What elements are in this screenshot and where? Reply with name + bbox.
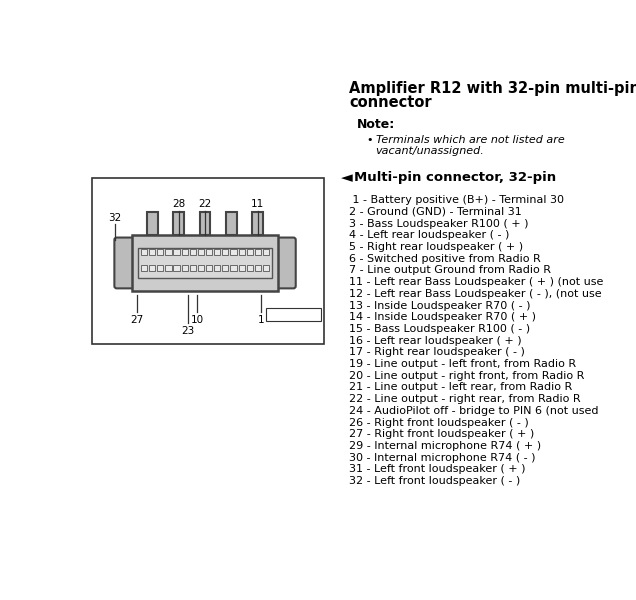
Bar [252, 212, 263, 235]
Bar [247, 249, 253, 255]
Bar [149, 249, 155, 255]
Text: 30 - Internal microphone R74 ( - ): 30 - Internal microphone R74 ( - ) [349, 452, 536, 463]
Bar [206, 249, 212, 255]
Bar [255, 249, 261, 255]
Bar [200, 212, 211, 235]
Text: 1 - Battery positive (B+) - Terminal 30: 1 - Battery positive (B+) - Terminal 30 [349, 195, 564, 205]
Text: 20 - Line output - right front, from Radio R: 20 - Line output - right front, from Rad… [349, 371, 584, 381]
Bar [263, 249, 269, 255]
Text: 2 - Ground (GND) - Terminal 31: 2 - Ground (GND) - Terminal 31 [349, 207, 522, 217]
Bar [214, 249, 220, 255]
Bar [223, 265, 228, 271]
Text: A91-0946: A91-0946 [270, 310, 317, 320]
Text: 32: 32 [109, 213, 121, 223]
Text: 14 - Inside Loudspeaker R70 ( + ): 14 - Inside Loudspeaker R70 ( + ) [349, 312, 536, 322]
Text: 21 - Line output - left rear, from Radio R: 21 - Line output - left rear, from Radio… [349, 382, 572, 392]
Bar [139, 248, 272, 278]
Text: 5 - Right rear loudspeaker ( + ): 5 - Right rear loudspeaker ( + ) [349, 242, 523, 252]
Bar [165, 265, 172, 271]
Text: 10: 10 [191, 316, 204, 325]
Bar [198, 265, 204, 271]
Bar [247, 265, 253, 271]
Bar [149, 265, 155, 271]
Bar [265, 308, 321, 322]
Text: 12 - Left rear Bass Loudspeaker ( - ), (not use: 12 - Left rear Bass Loudspeaker ( - ), (… [349, 289, 602, 299]
Text: 24 - AudioPilot off - bridge to PIN 6 (not used: 24 - AudioPilot off - bridge to PIN 6 (n… [349, 406, 598, 416]
Bar [182, 249, 188, 255]
Text: 7 - Line output Ground from Radio R: 7 - Line output Ground from Radio R [349, 265, 551, 275]
Text: ◄: ◄ [341, 170, 352, 185]
Text: 31 - Left front loudspeaker ( + ): 31 - Left front loudspeaker ( + ) [349, 464, 526, 475]
Text: 17 - Right rear loudspeaker ( - ): 17 - Right rear loudspeaker ( - ) [349, 347, 525, 358]
Bar [223, 249, 228, 255]
Bar [230, 265, 237, 271]
Text: vacant/unassigned.: vacant/unassigned. [375, 146, 484, 156]
Bar [147, 212, 158, 235]
Bar [238, 249, 245, 255]
Bar [173, 212, 184, 235]
Bar [190, 249, 196, 255]
Text: 23: 23 [181, 326, 195, 336]
Bar [92, 178, 324, 344]
Text: Multi-pin connector, 32-pin: Multi-pin connector, 32-pin [354, 170, 556, 184]
Text: 6 - Switched positive from Radio R: 6 - Switched positive from Radio R [349, 254, 541, 264]
Bar [255, 265, 261, 271]
Bar [190, 265, 196, 271]
Bar [141, 249, 147, 255]
Text: 22 - Line output - right rear, from Radio R: 22 - Line output - right rear, from Radi… [349, 394, 581, 404]
FancyBboxPatch shape [114, 238, 135, 289]
Bar [174, 249, 179, 255]
Bar [206, 265, 212, 271]
Text: 3 - Bass Loudspeaker R100 ( + ): 3 - Bass Loudspeaker R100 ( + ) [349, 218, 529, 229]
Text: 27 - Right front loudspeaker ( + ): 27 - Right front loudspeaker ( + ) [349, 429, 534, 439]
Bar [157, 265, 163, 271]
Text: 16 - Left rear loudspeaker ( + ): 16 - Left rear loudspeaker ( + ) [349, 335, 522, 346]
Text: •: • [366, 135, 373, 145]
Text: 1: 1 [258, 316, 264, 325]
Text: 28: 28 [172, 199, 185, 209]
Bar [263, 265, 269, 271]
Text: 11: 11 [251, 199, 265, 209]
Text: 32 - Left front loudspeaker ( - ): 32 - Left front loudspeaker ( - ) [349, 476, 520, 486]
Text: 11 - Left rear Bass Loudspeaker ( + ) (not use: 11 - Left rear Bass Loudspeaker ( + ) (n… [349, 277, 604, 287]
Bar [238, 265, 245, 271]
Text: connector: connector [349, 95, 432, 110]
Text: 13 - Inside Loudspeaker R70 ( - ): 13 - Inside Loudspeaker R70 ( - ) [349, 301, 530, 311]
Text: 4 - Left rear loudspeaker ( - ): 4 - Left rear loudspeaker ( - ) [349, 230, 509, 241]
Text: 27: 27 [130, 316, 144, 325]
Bar [226, 212, 237, 235]
Bar [214, 265, 220, 271]
FancyBboxPatch shape [275, 238, 296, 289]
Bar [230, 249, 237, 255]
Bar [141, 265, 147, 271]
Bar [182, 265, 188, 271]
Bar [132, 235, 278, 290]
Text: 15 - Bass Loudspeaker R100 ( - ): 15 - Bass Loudspeaker R100 ( - ) [349, 324, 530, 334]
Bar [165, 249, 172, 255]
Bar [198, 249, 204, 255]
Text: 19 - Line output - left front, from Radio R: 19 - Line output - left front, from Radi… [349, 359, 576, 369]
Text: 22: 22 [198, 199, 212, 209]
Bar [174, 265, 179, 271]
Text: Amplifier R12 with 32-pin multi-pin: Amplifier R12 with 32-pin multi-pin [349, 81, 636, 96]
Text: 26 - Right front loudspeaker ( - ): 26 - Right front loudspeaker ( - ) [349, 418, 529, 428]
Text: Note:: Note: [357, 118, 395, 131]
Text: Terminals which are not listed are: Terminals which are not listed are [375, 135, 564, 145]
Text: 29 - Internal microphone R74 ( + ): 29 - Internal microphone R74 ( + ) [349, 441, 541, 451]
Bar [157, 249, 163, 255]
